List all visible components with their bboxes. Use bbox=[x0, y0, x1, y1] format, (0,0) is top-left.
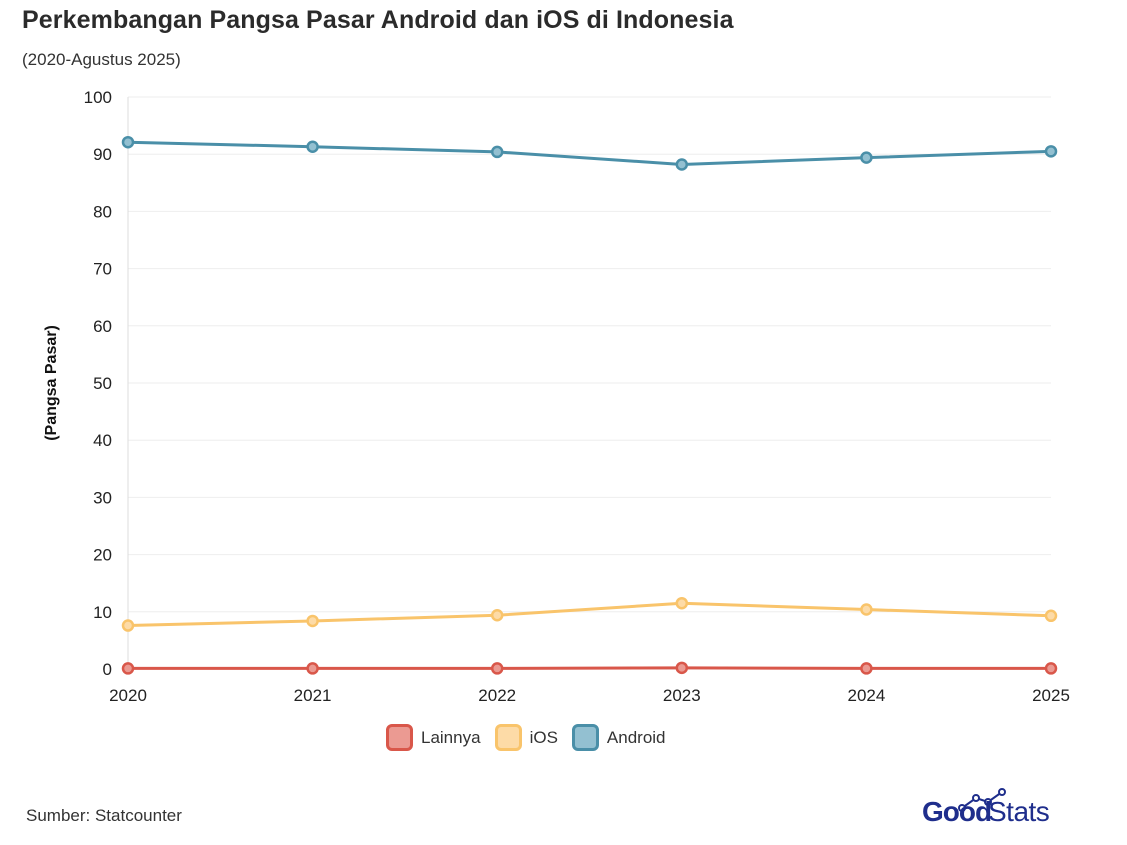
series-line-android bbox=[127, 140, 1052, 166]
logo-good-text: Good bbox=[922, 796, 992, 827]
data-point-android bbox=[675, 158, 689, 171]
data-point-android bbox=[1044, 145, 1058, 158]
data-point-ios bbox=[306, 614, 319, 628]
logo-stats-text: Stats bbox=[988, 796, 1050, 827]
legend: Lainnya iOS Android bbox=[386, 724, 666, 751]
data-point-lainnya bbox=[860, 662, 873, 675]
y-tick-label: 40 bbox=[93, 431, 112, 450]
legend-item-lainnya: Lainnya bbox=[386, 724, 481, 751]
x-tick-label: 2025 bbox=[1032, 686, 1070, 705]
line-chart: 0 10 20 30 40 50 60 70 80 90 100 2020 2021 2022 2023 20… bbox=[43, 88, 1070, 705]
y-tick-label: 10 bbox=[93, 603, 112, 622]
series-line-lainnya bbox=[128, 666, 1051, 670]
y-tick-label: 100 bbox=[84, 88, 112, 107]
y-tick-label: 0 bbox=[103, 660, 112, 679]
y-tick-label: 90 bbox=[93, 145, 112, 164]
chart-subtitle: (2020-Agustus 2025) bbox=[22, 50, 181, 69]
data-point-android bbox=[306, 140, 319, 154]
goodstats-logo: Good Stats bbox=[922, 786, 1072, 832]
data-point-ios bbox=[121, 619, 135, 632]
legend-label: iOS bbox=[529, 727, 558, 747]
data-point-lainnya bbox=[121, 662, 135, 675]
y-tick-label: 30 bbox=[93, 488, 112, 507]
data-point-lainnya bbox=[675, 661, 689, 675]
x-tick-label: 2021 bbox=[294, 686, 332, 705]
series-layer bbox=[121, 135, 1058, 675]
legend-label: Lainnya bbox=[421, 727, 481, 747]
y-tick-label: 50 bbox=[93, 374, 112, 393]
grid-layer bbox=[128, 96, 1051, 670]
data-point-android bbox=[490, 145, 504, 159]
data-point-lainnya bbox=[1044, 662, 1058, 675]
y-tick-label: 80 bbox=[93, 202, 112, 221]
data-point-lainnya bbox=[306, 662, 319, 675]
series-line-ios bbox=[127, 601, 1052, 628]
data-point-ios bbox=[1044, 609, 1058, 623]
x-tick-label: 2024 bbox=[847, 686, 885, 705]
y-axis-label: (Pangsa Pasar) bbox=[43, 325, 60, 441]
data-point-android bbox=[121, 135, 135, 149]
y-tick-label: 70 bbox=[93, 260, 112, 279]
data-point-ios bbox=[675, 596, 689, 610]
x-tick-label: 2023 bbox=[663, 686, 701, 705]
data-point-ios bbox=[860, 603, 873, 616]
legend-label: Android bbox=[606, 727, 666, 747]
legend-swatch bbox=[386, 724, 413, 751]
x-tick-label: 2020 bbox=[109, 686, 147, 705]
legend-item-android: Android bbox=[571, 724, 666, 751]
legend-item-ios: iOS bbox=[494, 724, 558, 751]
legend-swatch bbox=[494, 724, 522, 751]
logo-chart-icon bbox=[958, 788, 1006, 812]
x-tick-label: 2022 bbox=[478, 686, 516, 705]
legend-swatch bbox=[571, 724, 599, 751]
source-text: Sumber: Statcounter bbox=[26, 806, 182, 825]
data-point-android bbox=[860, 151, 873, 164]
y-tick-label: 20 bbox=[93, 546, 112, 565]
axis-layer: 0 10 20 30 40 50 60 70 80 90 100 2020 2021 2022 2023 20… bbox=[84, 88, 1070, 705]
data-point-lainnya bbox=[490, 662, 504, 675]
chart-title: Perkembangan Pangsa Pasar Android dan iO… bbox=[22, 6, 734, 34]
y-tick-label: 60 bbox=[93, 317, 112, 336]
data-point-ios bbox=[490, 608, 504, 622]
